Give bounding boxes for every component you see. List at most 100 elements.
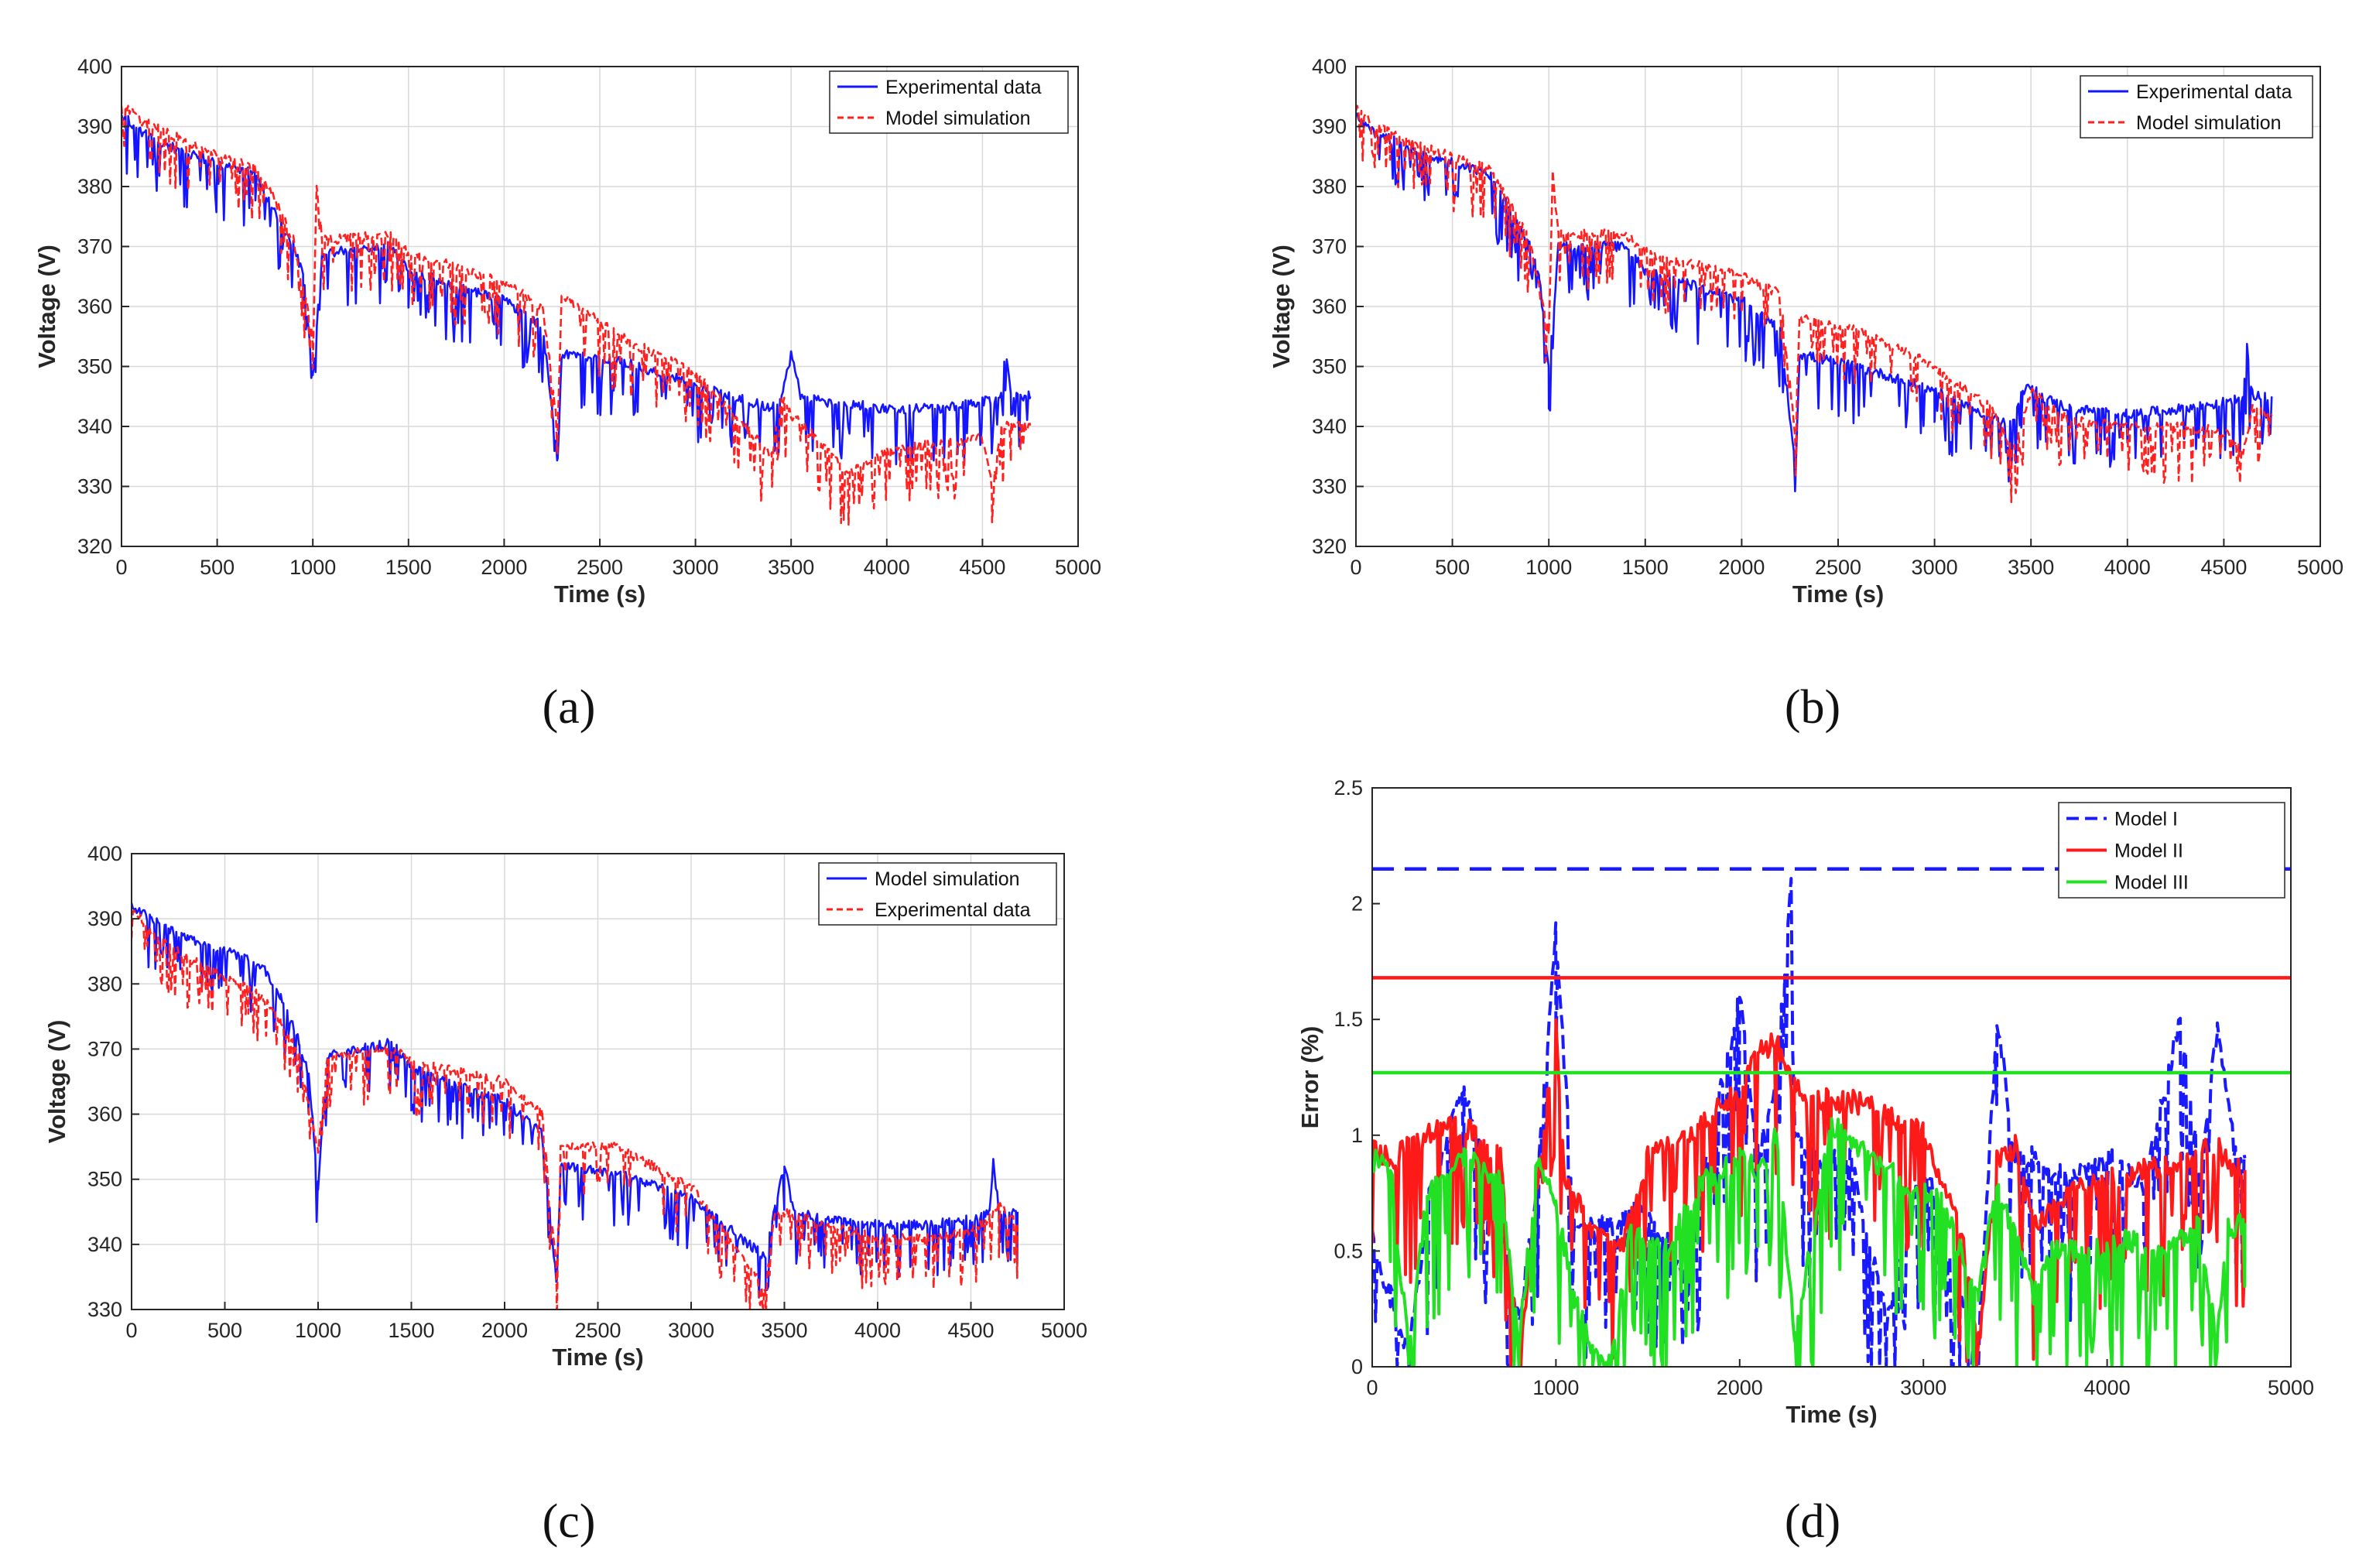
x-tick-label: 2000 xyxy=(1718,556,1765,579)
y-tick-label: 380 xyxy=(87,972,122,995)
x-tick-label: 3500 xyxy=(2008,556,2054,579)
x-tick-label: 1000 xyxy=(289,556,336,579)
legend-label: Model simulation xyxy=(875,868,1020,890)
x-tick-label: 1000 xyxy=(1532,1376,1579,1399)
series-line-model-simulation xyxy=(122,104,1032,526)
x-tick-label: 4000 xyxy=(2104,556,2151,579)
series-line-model-iii xyxy=(1372,1117,2247,1367)
y-tick-label: 380 xyxy=(1312,175,1347,198)
y-tick-label: 330 xyxy=(77,475,112,498)
legend-box xyxy=(818,862,1057,926)
chart-panel-d: 0 1000 2000 3000 4000 5000 0 0.5 1 1.5 2 2.5 Time (s… xyxy=(1296,776,2314,1548)
y-tick-label: 0 xyxy=(1351,1355,1363,1378)
legend-label: Model II xyxy=(2114,840,2183,862)
legend: Experimental data Model simulation xyxy=(2080,75,2313,139)
x-tick-label: 500 xyxy=(207,1319,242,1342)
chart-panel-b: 0 500 1000 1500 2000 2500 3000 3500 4000 4500 5000… xyxy=(1268,55,2343,734)
y-tick-label: 370 xyxy=(87,1037,122,1060)
series-group xyxy=(122,104,1032,526)
y-tick-label: 360 xyxy=(77,295,112,318)
y-tick-label: 370 xyxy=(1312,235,1347,258)
y-tick-label: 320 xyxy=(77,535,112,558)
y-tick-label: 350 xyxy=(1312,355,1347,378)
y-tick-label: 350 xyxy=(77,355,112,378)
y-axis-label: Voltage (V) xyxy=(43,1020,70,1144)
series-group xyxy=(1356,104,2273,504)
y-axis-label: Voltage (V) xyxy=(33,245,60,368)
x-tick-label: 1000 xyxy=(1525,556,1572,579)
x-tick-label: 2000 xyxy=(481,1319,528,1342)
panel-caption: (d) xyxy=(1785,1495,1840,1548)
legend-box xyxy=(2080,75,2313,139)
x-tick-label: 2500 xyxy=(574,1319,621,1342)
x-tick-label: 2000 xyxy=(1717,1376,1763,1399)
y-tick-label: 390 xyxy=(87,907,122,930)
x-tick-label: 1000 xyxy=(295,1319,341,1342)
x-tick-label: 0 xyxy=(125,1319,137,1342)
x-tick-label: 5000 xyxy=(2297,556,2343,579)
y-tick-label: 320 xyxy=(1312,535,1347,558)
y-tick-label: 360 xyxy=(1312,295,1347,318)
x-tick-label: 0 xyxy=(115,556,127,579)
y-tick-label: 400 xyxy=(77,55,112,78)
x-tick-label: 2000 xyxy=(481,556,527,579)
panel-caption: (c) xyxy=(543,1495,596,1548)
x-tick-label: 4000 xyxy=(864,556,910,579)
x-axis-label: Time (s) xyxy=(554,580,645,608)
y-tick-label: 0.5 xyxy=(1334,1239,1363,1262)
y-tick-label: 390 xyxy=(77,115,112,139)
y-tick-label: 340 xyxy=(77,415,112,438)
x-tick-label: 3500 xyxy=(761,1319,807,1342)
x-tick-label: 3000 xyxy=(1912,556,1958,579)
y-axis-label: Voltage (V) xyxy=(1268,245,1295,368)
series-line-experimental-data xyxy=(122,114,1032,466)
legend-box xyxy=(829,70,1069,134)
x-tick-label: 3500 xyxy=(768,556,814,579)
chart-panel-c: 0 500 1000 1500 2000 2500 3000 3500 4000 4500 5000… xyxy=(43,842,1087,1548)
x-tick-label: 1500 xyxy=(388,1319,434,1342)
series-line-experimental-data xyxy=(132,909,1019,1310)
panel-caption: (b) xyxy=(1785,681,1840,734)
x-axis-label: Time (s) xyxy=(1792,580,1884,608)
y-axis-label: Error (%) xyxy=(1296,1026,1323,1129)
series-line-model-simulation xyxy=(1356,104,2273,504)
y-tick-label: 340 xyxy=(87,1233,122,1256)
panel-caption: (a) xyxy=(543,681,596,734)
y-tick-label: 340 xyxy=(1312,415,1347,438)
x-tick-label: 2500 xyxy=(1815,556,1861,579)
x-tick-label: 0 xyxy=(1350,556,1361,579)
x-tick-label: 1500 xyxy=(1622,556,1669,579)
x-tick-label: 500 xyxy=(200,556,235,579)
series-line-model-i xyxy=(1372,877,2247,1367)
y-tick-label: 330 xyxy=(87,1298,122,1321)
series-group xyxy=(132,902,1019,1310)
y-tick-label: 400 xyxy=(87,842,122,865)
x-axis-label: Time (s) xyxy=(552,1344,643,1371)
chart-panel-a: 0 500 1000 1500 2000 2500 3000 3500 4000 4500 5000… xyxy=(33,55,1101,734)
y-tick-label: 2.5 xyxy=(1334,776,1363,799)
y-tick-label: 1.5 xyxy=(1334,1008,1363,1031)
x-tick-label: 3000 xyxy=(668,1319,714,1342)
x-tick-label: 5000 xyxy=(1055,556,1101,579)
y-tick-label: 370 xyxy=(77,235,112,258)
legend-label: Model simulation xyxy=(2136,112,2282,134)
x-tick-label: 4500 xyxy=(2200,556,2247,579)
legend-label: Model simulation xyxy=(885,108,1031,129)
x-tick-label: 4000 xyxy=(2084,1376,2131,1399)
series-group xyxy=(1372,867,2291,1367)
axes-box xyxy=(1371,787,2292,1368)
legend-label: Model I xyxy=(2114,809,2178,830)
legend-label: Experimental data xyxy=(875,899,1031,921)
y-tick-label: 360 xyxy=(87,1103,122,1126)
y-tick-label: 2 xyxy=(1351,892,1363,916)
legend: Model I Model II Model III xyxy=(2058,802,2285,899)
y-tick-label: 390 xyxy=(1312,115,1347,139)
x-axis-label: Time (s) xyxy=(1785,1401,1877,1428)
legend-label: Experimental data xyxy=(885,77,1042,98)
x-tick-label: 4000 xyxy=(854,1319,901,1342)
series-line-model-simulation xyxy=(132,902,1019,1299)
x-tick-label: 2500 xyxy=(577,556,623,579)
y-tick-label: 330 xyxy=(1312,475,1347,498)
legend-label: Experimental data xyxy=(2136,81,2292,103)
